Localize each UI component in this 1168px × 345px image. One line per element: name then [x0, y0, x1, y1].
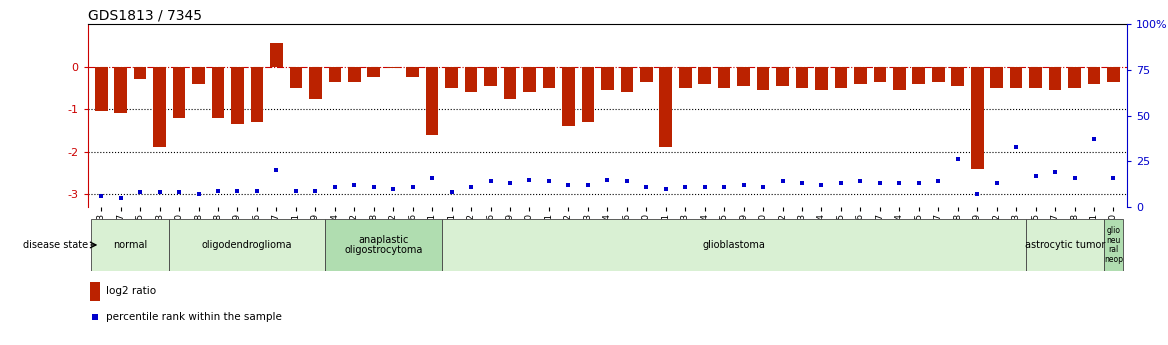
Bar — [1104, 219, 1124, 271]
Bar — [193, 67, 204, 84]
Text: percentile rank within the sample: percentile rank within the sample — [106, 313, 281, 322]
Text: astrocytic tumor: astrocytic tumor — [1024, 240, 1105, 250]
Text: anaplastic
oligostrocytoma: anaplastic oligostrocytoma — [345, 235, 423, 255]
Bar — [815, 67, 828, 90]
Bar — [368, 67, 380, 77]
Bar — [932, 67, 945, 81]
Bar — [485, 67, 496, 86]
Bar — [874, 67, 887, 81]
Bar — [737, 67, 750, 86]
Bar — [894, 67, 905, 90]
Text: disease state: disease state — [23, 240, 88, 250]
Bar — [406, 67, 419, 77]
Bar — [270, 43, 283, 67]
Bar — [348, 67, 361, 81]
Bar — [90, 282, 99, 301]
Bar — [971, 67, 983, 169]
Bar — [757, 67, 770, 90]
Bar — [114, 67, 127, 114]
Bar — [952, 67, 964, 86]
Bar — [698, 67, 711, 84]
Bar — [328, 67, 341, 81]
Bar — [325, 219, 442, 271]
Text: oligodendroglioma: oligodendroglioma — [202, 240, 292, 250]
Text: log2 ratio: log2 ratio — [106, 286, 157, 296]
Text: normal: normal — [113, 240, 147, 250]
Bar — [640, 67, 653, 81]
Bar — [445, 67, 458, 88]
Bar — [660, 67, 672, 147]
Bar — [602, 67, 613, 90]
Text: glioblastoma: glioblastoma — [702, 240, 765, 250]
Bar — [679, 67, 691, 88]
Bar — [442, 219, 1026, 271]
Bar — [153, 67, 166, 147]
Bar — [169, 219, 325, 271]
Text: glio
neu
ral
neop: glio neu ral neop — [1104, 226, 1122, 264]
Bar — [912, 67, 925, 84]
Bar — [777, 67, 788, 86]
Bar — [1107, 67, 1120, 81]
Bar — [1049, 67, 1062, 90]
Bar — [523, 67, 536, 92]
Bar — [91, 219, 169, 271]
Bar — [835, 67, 847, 88]
Bar — [231, 67, 244, 124]
Bar — [211, 67, 224, 118]
Bar — [1010, 67, 1022, 88]
Bar — [795, 67, 808, 88]
Bar — [387, 67, 399, 68]
Bar — [95, 67, 107, 111]
Bar — [134, 67, 146, 79]
Bar — [718, 67, 730, 88]
Bar — [1026, 219, 1104, 271]
Bar — [290, 67, 303, 88]
Bar — [173, 67, 186, 118]
Bar — [543, 67, 555, 88]
Text: GDS1813 / 7345: GDS1813 / 7345 — [88, 9, 202, 23]
Bar — [854, 67, 867, 84]
Bar — [310, 67, 321, 99]
Bar — [1069, 67, 1080, 88]
Bar — [562, 67, 575, 126]
Bar — [990, 67, 1003, 88]
Bar — [1029, 67, 1042, 88]
Bar — [582, 67, 595, 122]
Bar — [1087, 67, 1100, 84]
Bar — [251, 67, 263, 122]
Bar — [503, 67, 516, 99]
Bar — [426, 67, 438, 135]
Bar — [620, 67, 633, 92]
Bar — [465, 67, 478, 92]
